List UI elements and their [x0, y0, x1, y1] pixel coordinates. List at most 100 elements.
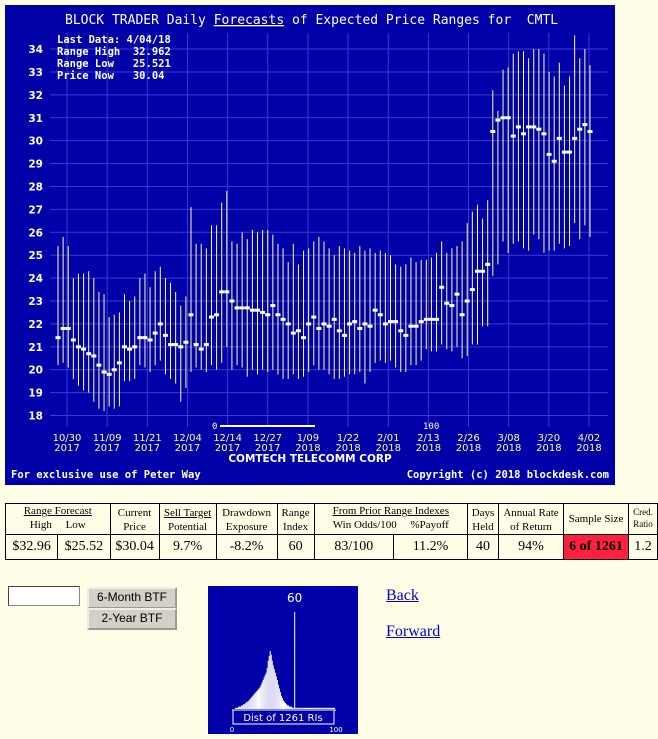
x-tick-label: 1/09 — [297, 433, 319, 444]
price-mark — [490, 130, 496, 133]
x-tick-label: 2/13 — [417, 433, 439, 444]
price-mark — [208, 315, 214, 319]
hdr-range: Range — [281, 507, 310, 519]
price-mark — [137, 336, 143, 340]
price-mark — [336, 329, 342, 333]
price-mark — [418, 320, 424, 324]
price-mark — [321, 322, 327, 326]
price-mark — [510, 134, 516, 138]
price-mark — [152, 331, 158, 335]
y-tick-label: 29 — [28, 159, 43, 171]
range-chart-svg: 18 19 20 21 22 23 24 25 26 27 28 29 30 31 32 33 34 10/30… — [5, 5, 615, 485]
x-tick-year: 2018 — [456, 443, 481, 454]
price-mark — [495, 118, 501, 122]
stats-header-row: Range Forecast High Low Current Price Sel… — [5, 503, 658, 535]
price-mark — [203, 343, 209, 347]
price-mark — [270, 304, 276, 308]
price-mark — [357, 327, 363, 330]
x-tick-year: 2018 — [576, 443, 601, 454]
val-annual: 94% — [498, 534, 564, 560]
price-mark — [198, 347, 204, 351]
price-mark — [168, 343, 174, 347]
price-mark — [572, 136, 578, 140]
back-link[interactable]: Back — [386, 587, 419, 604]
price-mark — [188, 313, 194, 317]
hdr-win-odds: Win Odds/100 — [332, 519, 397, 531]
ri-dist-marker-label: 60 — [287, 591, 302, 605]
hdr-index: Index — [283, 521, 309, 533]
price-mark — [193, 343, 199, 347]
hdr-annual-rate-label: Annual Rate — [503, 507, 559, 519]
price-mark — [142, 336, 148, 340]
price-mark — [65, 327, 71, 330]
y-tick-label: 20 — [28, 365, 43, 377]
price-mark — [173, 343, 179, 347]
forward-link[interactable]: Forward — [386, 623, 441, 640]
x-tick-year: 2017 — [255, 443, 280, 454]
price-mark — [239, 306, 245, 310]
x-tick-label: 2/26 — [457, 433, 479, 444]
y-tick-label: 24 — [28, 273, 43, 285]
price-mark — [106, 372, 112, 376]
six-month-btf-button[interactable]: 6-Month BTF — [87, 587, 177, 609]
price-mark — [101, 370, 107, 374]
price-mark — [403, 333, 409, 337]
price-mark — [505, 116, 511, 120]
price-mark — [311, 315, 317, 319]
val-held: 40 — [467, 534, 499, 560]
y-tick-label: 25 — [28, 250, 43, 262]
x-tick-year: 2017 — [175, 443, 200, 454]
x-tick-year: 2018 — [416, 443, 441, 454]
hdr-days-held: Days Held — [467, 503, 499, 535]
price-mark — [157, 322, 163, 326]
footer-exclusive-use: For exclusive use of Peter Way — [11, 469, 201, 481]
price-mark — [60, 327, 66, 330]
price-mark — [127, 347, 133, 351]
hdr-price: Price — [123, 521, 146, 533]
x-tick-label: 12/14 — [213, 433, 242, 444]
hdr-high: High — [29, 519, 52, 531]
x-tick-label: 4/02 — [578, 433, 600, 444]
x-tick-label: 2/01 — [377, 433, 399, 444]
hdr-current: Current — [117, 507, 152, 519]
price-mark — [393, 320, 399, 324]
hdr-payoff: %Payoff — [410, 519, 449, 531]
info-range-low: Range Low 25.521 — [57, 58, 171, 70]
ticker-input[interactable] — [8, 586, 80, 606]
val-sample: 6 of 1261 — [563, 534, 629, 560]
ri-distribution-chart: 60 Dist of 1261 RIs 0 100 — [208, 586, 358, 734]
price-mark — [413, 324, 419, 328]
price-mark — [444, 301, 450, 305]
x-tick-label: 11/09 — [93, 433, 122, 444]
price-mark — [219, 290, 225, 294]
price-mark — [122, 345, 127, 349]
val-exposure: -8.2% — [215, 534, 278, 560]
val-ratio: 1.2 — [628, 534, 658, 560]
price-mark — [469, 288, 475, 292]
price-mark — [582, 123, 588, 127]
x-tick-label: 3/08 — [497, 433, 519, 444]
hdr-drawdown: Drawdown Exposure — [215, 503, 278, 535]
chart-title-forecasts-link[interactable]: Forecasts — [214, 13, 284, 28]
price-mark — [536, 127, 542, 131]
y-tick-label: 32 — [28, 90, 43, 102]
y-tick-label: 31 — [28, 113, 43, 125]
price-mark — [367, 324, 373, 328]
price-mark — [526, 125, 532, 129]
price-mark — [398, 329, 404, 333]
price-mark — [96, 363, 102, 367]
two-year-btf-button[interactable]: 2-Year BTF — [87, 608, 177, 630]
ri-dist-label-box — [232, 709, 335, 725]
price-mark — [290, 331, 296, 335]
info-range-high: Range High 32.962 — [57, 46, 171, 58]
hdr-low: Low — [65, 519, 86, 531]
y-tick-label: 23 — [28, 296, 43, 308]
hdr-days: Days — [471, 507, 495, 519]
price-mark — [474, 269, 480, 273]
price-mark — [423, 317, 429, 321]
price-mark — [116, 361, 122, 365]
price-mark — [265, 313, 271, 317]
forecast-chart: 18 19 20 21 22 23 24 25 26 27 28 29 30 31 32 33 34 10/30… — [5, 5, 615, 485]
hdr-annual-rate: Annual Rate of Return — [498, 503, 564, 535]
hdr-ratio: Ratio — [633, 519, 653, 529]
